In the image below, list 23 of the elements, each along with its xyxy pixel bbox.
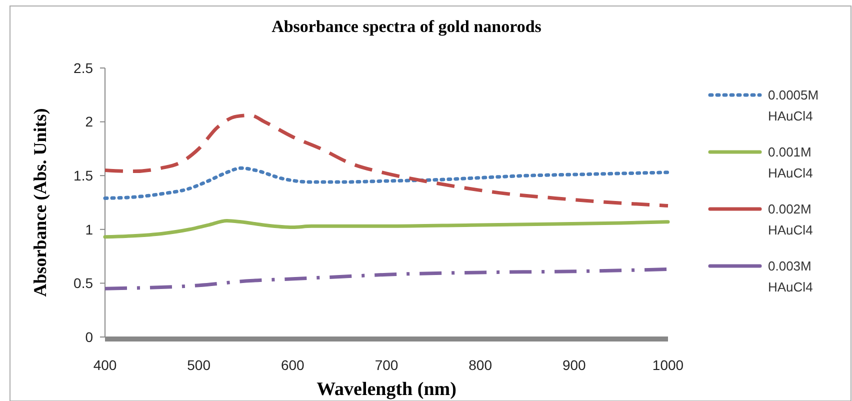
y-tick-label: 1.5 <box>74 168 94 184</box>
x-tick-label: 900 <box>562 357 586 373</box>
x-tick-label: 800 <box>468 357 492 373</box>
x-tick-label: 500 <box>187 357 211 373</box>
y-axis-title: Absorbance (Abs. Units) <box>30 108 50 297</box>
x-tick-label: 600 <box>280 357 305 373</box>
legend-label: 0.0005M HAuCl4 <box>768 88 819 124</box>
line-series <box>103 114 670 208</box>
x-tick-label: 400 <box>93 357 117 373</box>
legend-label: 0.001M HAuCl4 <box>768 144 813 181</box>
y-tick-label: 2 <box>85 114 94 130</box>
line-series <box>103 166 670 200</box>
x-axis-title: Wavelength (nm) <box>316 379 456 400</box>
y-tick-label: 2.5 <box>74 60 94 76</box>
chart-title: Absorbance spectra of gold nanorods <box>272 17 542 36</box>
y-tick-label: 0.5 <box>74 275 94 292</box>
legend-label: 0.002M HAuCl4 <box>768 202 813 238</box>
legend-label: 0.003M HAuCl4 <box>768 258 813 295</box>
x-tick-label: 700 <box>374 357 398 373</box>
x-tick-label: 1000 <box>652 357 684 373</box>
y-tick-label: 1 <box>85 221 94 238</box>
y-tick-label: 0 <box>85 328 94 345</box>
line-series <box>103 219 670 239</box>
